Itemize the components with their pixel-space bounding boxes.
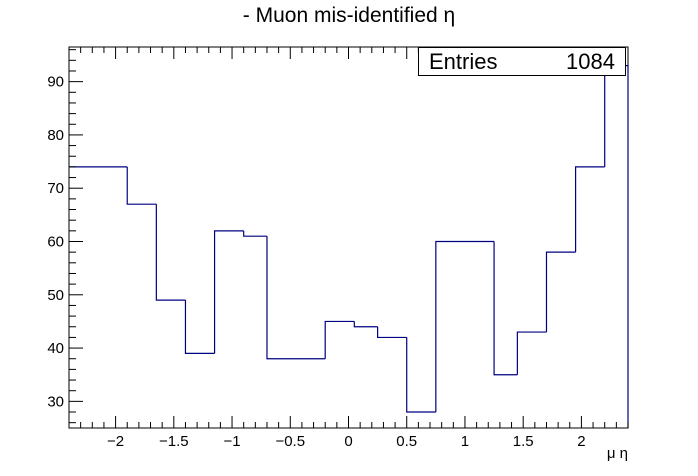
y-tick-label: 60 xyxy=(47,233,64,250)
x-tick-label: 1.5 xyxy=(513,433,534,450)
histogram-bin xyxy=(574,166,605,253)
stats-entries-value: 1084 xyxy=(566,49,615,74)
stats-entries-label: Entries xyxy=(429,49,498,74)
histogram-bin xyxy=(493,241,518,376)
histogram-bin xyxy=(406,337,436,413)
histogram-bin xyxy=(213,230,244,354)
stats-box: Entries 1084 xyxy=(418,47,626,76)
histogram-bin xyxy=(155,204,186,301)
histogram-bin xyxy=(243,230,267,237)
chart-title: - Muon mis-identified η xyxy=(242,4,456,27)
y-tick-label: 70 xyxy=(47,180,64,197)
x-axis-label: μ η xyxy=(606,445,628,462)
histogram-bin xyxy=(377,326,407,339)
x-tick-label: 0 xyxy=(344,433,352,450)
x-tick-label: −2 xyxy=(107,433,124,450)
x-tick-label: 0.5 xyxy=(396,433,417,450)
y-tick-label: 30 xyxy=(47,393,64,410)
histogram-bin xyxy=(516,331,547,375)
histogram-bin xyxy=(545,251,576,333)
x-tick-label: 1 xyxy=(461,433,469,450)
histogram-bin xyxy=(604,65,629,428)
x-tick-label: −1.5 xyxy=(159,433,189,450)
x-tick-label: −1 xyxy=(223,433,240,450)
histogram-bin xyxy=(353,321,378,328)
plot-frame xyxy=(68,46,629,429)
histogram-bin xyxy=(324,320,355,359)
histogram-bin xyxy=(435,240,495,413)
histogram-bin xyxy=(126,166,157,205)
y-tick-label: 90 xyxy=(47,74,64,91)
x-tick-label: −0.5 xyxy=(275,433,305,450)
x-tick-label: 2 xyxy=(577,433,585,450)
y-tick-label: 50 xyxy=(47,287,64,304)
histogram-bin xyxy=(184,300,215,354)
histogram-bin xyxy=(266,236,326,360)
y-tick-label: 80 xyxy=(47,127,64,144)
y-tick-label: 40 xyxy=(47,340,64,357)
